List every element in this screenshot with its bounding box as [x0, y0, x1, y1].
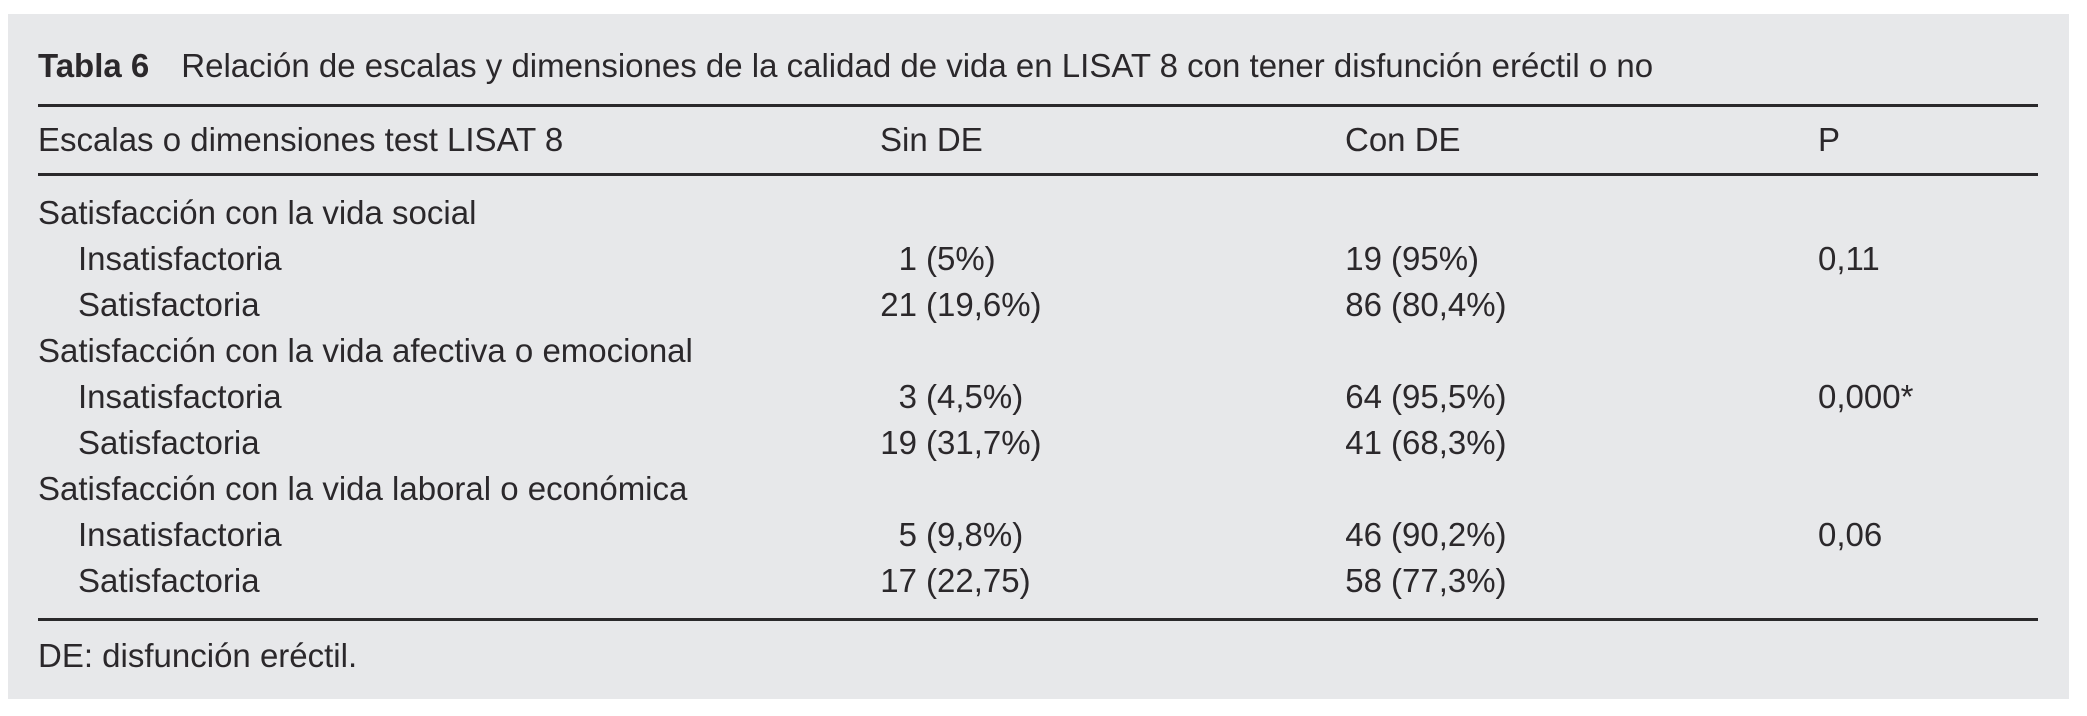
table-row: Satisfactoria 17 (22,75) 58 (77,3%) — [38, 558, 2038, 604]
row-label: Insatisfactoria — [78, 240, 282, 277]
cell-count: 41 — [1345, 424, 1382, 461]
row-label: Satisfactoria — [78, 286, 260, 323]
cell-con-de: 86 (80,4%) — [1345, 286, 1818, 324]
cell-p: 0,11 — [1818, 240, 1880, 277]
cell-count: 86 — [1345, 286, 1382, 323]
row-label: Insatisfactoria — [78, 516, 282, 553]
rule-bottom — [38, 618, 2038, 621]
cell-count: 19 — [1345, 240, 1382, 277]
rule-top — [38, 104, 2038, 107]
cell-percent: (19,6%) — [926, 286, 1042, 323]
cell-count: 1 — [898, 240, 917, 277]
cell-count: 5 — [898, 516, 917, 553]
table-row: Insatisfactoria 1 (5%) 19 (95%) 0,11 — [38, 236, 2038, 282]
cell-count: 64 — [1345, 378, 1382, 415]
table-header-row: Escalas o dimensiones test LISAT 8 Sin D… — [38, 107, 2038, 173]
row-label: Satisfactoria — [78, 424, 260, 461]
column-header-sin-de: Sin DE — [880, 121, 983, 158]
cell-percent: (68,3%) — [1391, 424, 1507, 461]
table-row: Insatisfactoria 5 (9,8%) 46 (90,2%) 0,06 — [38, 512, 2038, 558]
cell-con-de: 46 (90,2%) — [1345, 516, 1818, 554]
cell-sin-de: 21 (19,6%) — [880, 286, 1345, 324]
group-label: Satisfacción con la vida social — [38, 194, 477, 231]
cell-percent: (31,7%) — [926, 424, 1042, 461]
cell-percent: (22,75) — [926, 562, 1031, 599]
footnote-text: DE: disfunción eréctil. — [38, 637, 358, 674]
table-content: Tabla 6 Relación de escalas y dimensione… — [38, 14, 2038, 675]
group-label: Satisfacción con la vida afectiva o emoc… — [38, 332, 693, 369]
cell-sin-de: 19 (31,7%) — [880, 424, 1345, 462]
cell-count: 58 — [1345, 562, 1382, 599]
cell-count: 19 — [880, 424, 917, 461]
cell-percent: (9,8%) — [926, 516, 1024, 553]
cell-percent: (5%) — [926, 240, 996, 277]
table-body: Satisfacción con la vida social Insatisf… — [38, 176, 2038, 618]
table-row: Insatisfactoria 3 (4,5%) 64 (95,5%) 0,000* — [38, 374, 2038, 420]
table-row: Satisfactoria 21 (19,6%) 86 (80,4%) — [38, 282, 2038, 328]
table-number-label: Tabla 6 — [38, 46, 150, 84]
cell-count: 21 — [880, 286, 917, 323]
table-row: Satisfactoria 19 (31,7%) 41 (68,3%) — [38, 420, 2038, 466]
table-row-group: Satisfacción con la vida afectiva o emoc… — [38, 328, 2038, 374]
table-row-group: Satisfacción con la vida social — [38, 190, 2038, 236]
cell-sin-de: 5 (9,8%) — [880, 516, 1345, 554]
cell-con-de: 19 (95%) — [1345, 240, 1818, 278]
group-label: Satisfacción con la vida laboral o econó… — [38, 470, 688, 507]
cell-count: 46 — [1345, 516, 1382, 553]
cell-p: 0,06 — [1818, 516, 1883, 553]
cell-con-de: 58 (77,3%) — [1345, 562, 1818, 600]
cell-percent: (4,5%) — [926, 378, 1024, 415]
row-label: Insatisfactoria — [78, 378, 282, 415]
cell-percent: (95%) — [1391, 240, 1480, 277]
cell-percent: (77,3%) — [1391, 562, 1507, 599]
column-header-p: P — [1818, 121, 1841, 158]
table-title-text: Relación de escalas y dimensiones de la … — [181, 46, 1654, 84]
cell-p: 0,000* — [1818, 378, 1914, 415]
cell-percent: (95,5%) — [1391, 378, 1507, 415]
table-footnote: DE: disfunción eréctil. — [38, 621, 2038, 675]
column-header-con-de: Con DE — [1345, 121, 1461, 158]
table-title: Tabla 6 Relación de escalas y dimensione… — [38, 14, 2038, 104]
cell-con-de: 64 (95,5%) — [1345, 378, 1818, 416]
table-row-group: Satisfacción con la vida laboral o econó… — [38, 466, 2038, 512]
column-header-escalas: Escalas o dimensiones test LISAT 8 — [38, 121, 564, 158]
cell-con-de: 41 (68,3%) — [1345, 424, 1818, 462]
cell-sin-de: 1 (5%) — [880, 240, 1345, 278]
cell-percent: (90,2%) — [1391, 516, 1507, 553]
cell-sin-de: 17 (22,75) — [880, 562, 1345, 600]
cell-count: 17 — [880, 562, 917, 599]
cell-count: 3 — [898, 378, 917, 415]
rule-header — [38, 173, 2038, 176]
row-label: Satisfactoria — [78, 562, 260, 599]
table-panel: Tabla 6 Relación de escalas y dimensione… — [8, 14, 2069, 699]
cell-percent: (80,4%) — [1391, 286, 1507, 323]
cell-sin-de: 3 (4,5%) — [880, 378, 1345, 416]
